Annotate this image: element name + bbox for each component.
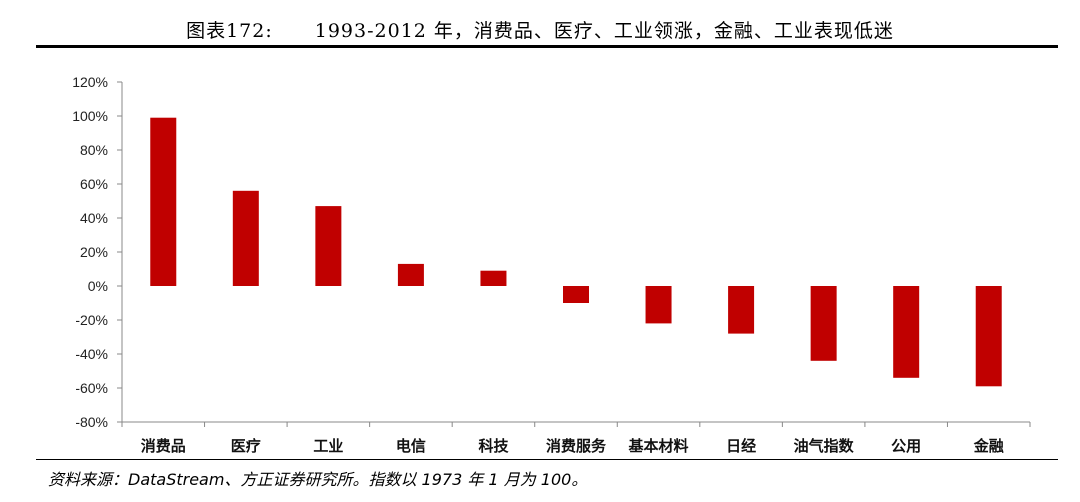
bottom-rule bbox=[36, 459, 1058, 460]
title-rule bbox=[36, 45, 1058, 48]
x-axis: 消费品 医疗 工业 电信 科技 消费服务 基本材料 日经 油气指数 公用 金融 bbox=[121, 421, 1031, 455]
y-tick-label: -20% bbox=[75, 312, 108, 328]
bar bbox=[315, 206, 342, 286]
y-tick-label: 40% bbox=[80, 210, 108, 226]
x-category-label: 金融 bbox=[973, 437, 1004, 455]
bar bbox=[150, 117, 177, 286]
figure-title-text: 1993-2012 年，消费品、医疗、工业领涨，金融、工业表现低迷 bbox=[314, 20, 894, 42]
figure-title: 图表172: 1993-2012 年，消费品、医疗、工业领涨，金融、工业表现低迷 bbox=[0, 16, 1080, 43]
y-tick-label: 20% bbox=[80, 244, 108, 260]
y-tick-label: -40% bbox=[75, 346, 108, 362]
x-category-label: 医疗 bbox=[231, 437, 261, 455]
bar bbox=[563, 286, 589, 303]
x-category-label: 日经 bbox=[726, 437, 756, 455]
x-category-label: 消费品 bbox=[141, 437, 186, 455]
x-category-label: 油气指数 bbox=[794, 437, 855, 455]
figure-label: 图表172: bbox=[186, 20, 273, 42]
y-tick-label: 0% bbox=[88, 278, 108, 294]
bar bbox=[975, 286, 1002, 387]
bar bbox=[397, 263, 424, 286]
x-category-label: 工业 bbox=[313, 437, 343, 455]
y-tick-label: -80% bbox=[75, 414, 108, 430]
source-note: 资料来源：DataStream、方正证券研究所。指数以 1973 年 1 月为 … bbox=[48, 470, 588, 489]
bar-chart: 120% 100% 80% 60% 40% 20% 0% -20% -40% -60% -80% 消… bbox=[72, 74, 1031, 455]
bar bbox=[810, 286, 837, 361]
bar bbox=[480, 270, 507, 286]
y-tick-label: 60% bbox=[80, 176, 108, 192]
x-category-label: 公用 bbox=[891, 437, 921, 455]
bars bbox=[150, 117, 1002, 387]
y-tick-label: 80% bbox=[80, 142, 108, 158]
y-tick-label: 120% bbox=[72, 74, 108, 90]
y-tick-label: 100% bbox=[72, 108, 108, 124]
bar bbox=[645, 286, 672, 324]
x-category-label: 电信 bbox=[396, 437, 426, 455]
bar bbox=[232, 190, 259, 286]
y-axis: 120% 100% 80% 60% 40% 20% 0% -20% -40% -60% -80% bbox=[72, 74, 123, 430]
x-category-label: 基本材料 bbox=[628, 437, 689, 455]
x-category-label: 科技 bbox=[478, 437, 509, 455]
bar bbox=[728, 286, 755, 334]
bar bbox=[893, 286, 920, 378]
y-tick-label: -60% bbox=[75, 380, 108, 396]
x-category-label: 消费服务 bbox=[546, 437, 607, 455]
